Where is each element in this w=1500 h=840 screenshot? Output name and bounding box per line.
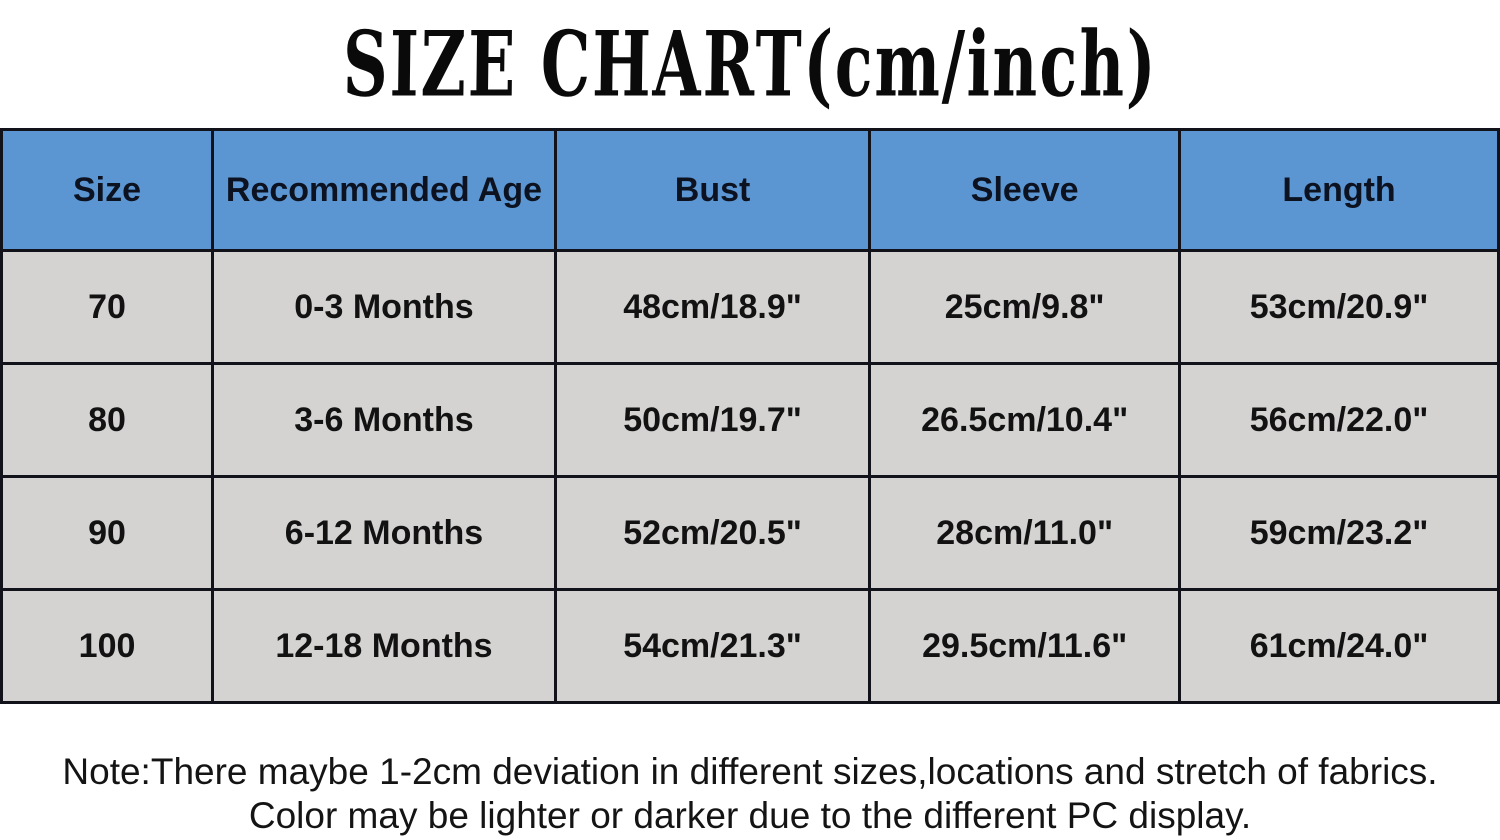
- note-line-2: Color may be lighter or darker due to th…: [248, 794, 1252, 836]
- cell-recommended-age: 12-18 Months: [211, 588, 557, 704]
- column-header-length: Length: [1178, 128, 1500, 252]
- cell-size: 70: [0, 249, 215, 365]
- cell-recommended-age: 6-12 Months: [211, 475, 557, 591]
- size-chart-table: Size Recommended Age Bust Sleeve Length …: [0, 128, 1500, 704]
- column-header-sleeve: Sleeve: [868, 128, 1182, 252]
- table-row: 70 0-3 Months 48cm/18.9" 25cm/9.8" 53cm/…: [0, 249, 1500, 365]
- note-text: Note:There maybe 1-2cm deviation in diff…: [0, 750, 1500, 837]
- cell-sleeve: 26.5cm/10.4": [868, 362, 1182, 478]
- title-bar: SIZE CHART(cm/inch): [0, 0, 1500, 128]
- cell-sleeve: 28cm/11.0": [868, 475, 1182, 591]
- table-row: 80 3-6 Months 50cm/19.7" 26.5cm/10.4" 56…: [0, 362, 1500, 478]
- header-row: Size Recommended Age Bust Sleeve Length: [0, 128, 1500, 252]
- cell-bust: 52cm/20.5": [553, 475, 872, 591]
- cell-sleeve: 29.5cm/11.6": [868, 588, 1182, 704]
- cell-size: 100: [0, 588, 215, 704]
- table-row: 100 12-18 Months 54cm/21.3" 29.5cm/11.6"…: [0, 588, 1500, 704]
- cell-recommended-age: 3-6 Months: [211, 362, 557, 478]
- cell-length: 59cm/23.2": [1178, 475, 1500, 591]
- cell-recommended-age: 0-3 Months: [211, 249, 557, 365]
- page-title: SIZE CHART(cm/inch): [342, 11, 1158, 117]
- cell-length: 53cm/20.9": [1178, 249, 1500, 365]
- cell-bust: 54cm/21.3": [553, 588, 872, 704]
- cell-bust: 48cm/18.9": [553, 249, 872, 365]
- column-header-bust: Bust: [553, 128, 872, 252]
- cell-size: 80: [0, 362, 215, 478]
- cell-sleeve: 25cm/9.8": [868, 249, 1182, 365]
- table-row: 90 6-12 Months 52cm/20.5" 28cm/11.0" 59c…: [0, 475, 1500, 591]
- cell-size: 90: [0, 475, 215, 591]
- note-line-1: Note:There maybe 1-2cm deviation in diff…: [62, 751, 1438, 792]
- cell-length: 61cm/24.0": [1178, 588, 1500, 704]
- column-header-recommended-age: Recommended Age: [211, 128, 557, 252]
- cell-bust: 50cm/19.7": [553, 362, 872, 478]
- cell-length: 56cm/22.0": [1178, 362, 1500, 478]
- column-header-size: Size: [0, 128, 215, 252]
